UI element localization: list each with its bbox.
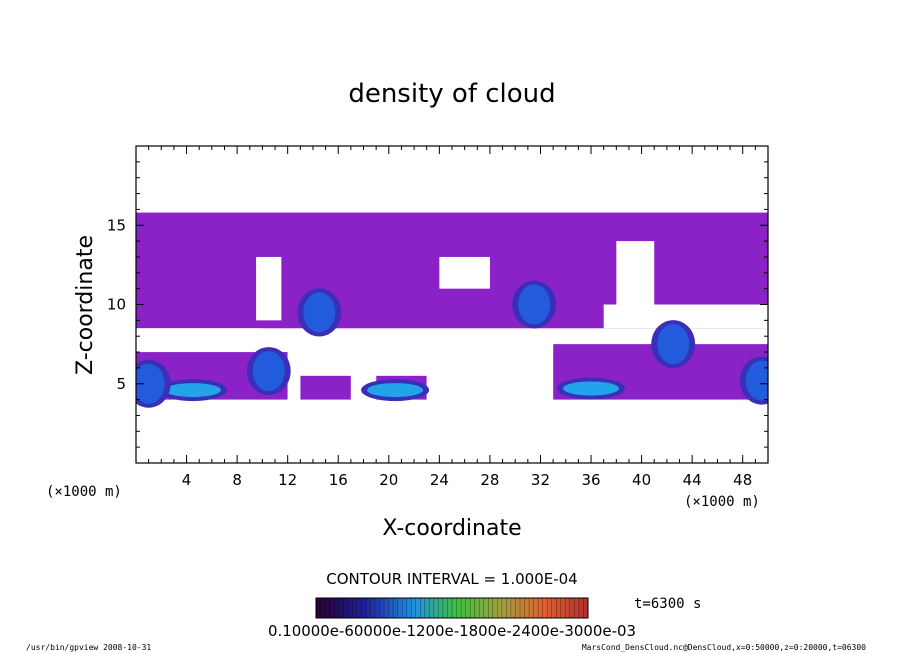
cloud-gap <box>136 328 263 353</box>
x-axis-ticks: 4 8 12 16 20 24 28 32 36 40 44 48 <box>148 146 756 489</box>
x-axis-label: X-coordinate <box>382 516 521 541</box>
density-core <box>745 360 768 401</box>
density-core <box>518 284 551 325</box>
cloud-gap <box>616 241 655 305</box>
x-tick-label: 8 <box>232 471 242 489</box>
density-core <box>563 381 620 396</box>
footer-left: /usr/bin/gpview 2008-10-31 <box>26 643 151 652</box>
lower-mid-cloud-1 <box>300 375 351 400</box>
y-axis-ticks: 5 10 15 <box>107 161 768 448</box>
density-core <box>367 383 424 398</box>
y-tick-label: 10 <box>107 296 126 314</box>
cloud-gap <box>256 256 282 321</box>
y-axis-label: Z-coordinate <box>73 235 98 375</box>
x-unit-right: (×1000 m) <box>684 494 760 510</box>
cloud-gap <box>603 304 768 329</box>
time-label: t=6300 s <box>634 596 701 612</box>
x-tick-label: 32 <box>531 471 550 489</box>
cloud-gap <box>287 333 301 400</box>
y-tick-label: 5 <box>116 375 126 393</box>
density-core <box>252 351 285 392</box>
contour-interval: CONTOUR INTERVAL = 1.000E-04 <box>326 570 577 588</box>
x-tick-label: 16 <box>329 471 348 489</box>
density-core <box>303 292 336 333</box>
x-tick-label: 48 <box>733 471 752 489</box>
chart-title: density of cloud <box>348 79 555 109</box>
footer-right: MarsCond_DensCloud.nc@DensCloud,x=0:5000… <box>582 643 866 652</box>
colorbar-labels: 0.10000e-60000e-1200e-1800e-2400e-3000e-… <box>268 622 636 640</box>
cloud-gap <box>439 256 490 289</box>
x-tick-label: 36 <box>581 471 600 489</box>
colorbar-divisions <box>320 598 584 618</box>
density-core <box>164 383 221 398</box>
density-core <box>657 324 690 365</box>
x-tick-label: 24 <box>430 471 449 489</box>
x-tick-label: 28 <box>480 471 499 489</box>
x-unit-left: (×1000 m) <box>46 484 122 500</box>
x-tick-label: 44 <box>683 471 702 489</box>
x-tick-label: 40 <box>632 471 651 489</box>
density-core <box>136 363 165 404</box>
plot-area <box>136 212 768 408</box>
x-tick-label: 12 <box>278 471 297 489</box>
cloud-gap <box>426 344 554 400</box>
x-tick-label: 20 <box>379 471 398 489</box>
y-tick-label: 15 <box>107 216 126 234</box>
x-tick-label: 4 <box>182 471 192 489</box>
